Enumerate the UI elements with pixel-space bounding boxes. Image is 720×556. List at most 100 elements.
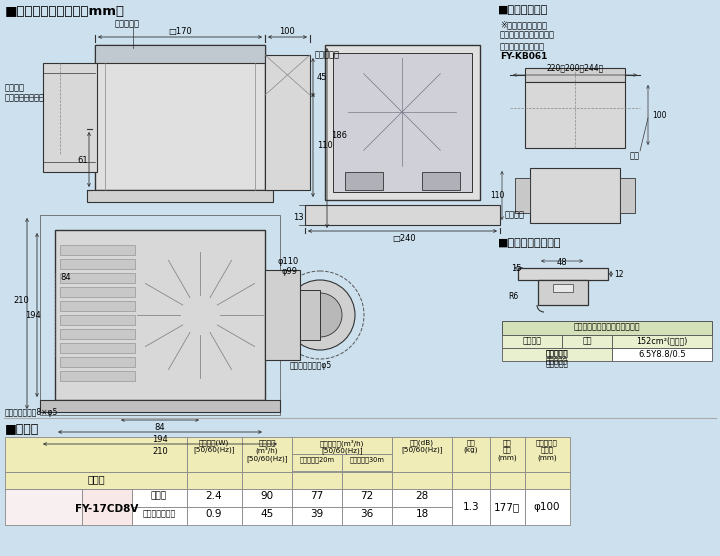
Circle shape — [567, 187, 583, 203]
Bar — [187, 507, 242, 525]
Bar — [452, 472, 490, 489]
Circle shape — [528, 85, 538, 95]
Bar — [562, 335, 612, 348]
Bar — [187, 489, 242, 507]
Text: □170: □170 — [168, 27, 192, 36]
Bar — [60, 357, 135, 367]
Text: ■吹り金具位置: ■吹り金具位置 — [498, 5, 548, 15]
Text: 77: 77 — [310, 491, 323, 501]
Text: シャッター: シャッター — [315, 50, 340, 59]
Text: 13: 13 — [293, 213, 304, 222]
Text: ルーバー: ルーバー — [505, 211, 525, 220]
Bar — [490, 472, 525, 489]
Bar — [5, 489, 82, 525]
Text: 埋込
寸法
(mm): 埋込 寸法 (mm) — [498, 439, 517, 461]
Bar — [60, 343, 135, 353]
Text: 194: 194 — [25, 310, 41, 320]
Bar — [333, 53, 472, 192]
Text: 0.9: 0.9 — [206, 509, 222, 519]
Circle shape — [192, 307, 208, 323]
Text: 吹り金具（別売品）: 吹り金具（別売品） — [500, 42, 545, 51]
Text: 110: 110 — [490, 191, 505, 200]
Text: 直管相当長30m: 直管相当長30m — [350, 456, 384, 463]
Text: 152cm²(出荷時): 152cm²(出荷時) — [636, 336, 688, 345]
Bar — [60, 315, 135, 325]
Circle shape — [130, 245, 270, 385]
Circle shape — [298, 293, 342, 337]
Circle shape — [285, 280, 355, 350]
Bar — [553, 284, 573, 292]
Bar — [305, 205, 500, 225]
Text: 1.3: 1.3 — [463, 502, 480, 512]
Circle shape — [612, 85, 622, 95]
Bar — [525, 82, 625, 148]
Bar — [502, 348, 612, 361]
Bar — [422, 172, 460, 190]
Text: ルーバー開口面積とマンセル値: ルーバー開口面積とマンセル値 — [574, 322, 640, 331]
Bar — [490, 489, 525, 525]
Bar — [60, 245, 135, 255]
Text: ■外形寸法図（単位：mm）: ■外形寸法図（単位：mm） — [5, 5, 125, 18]
Text: φ100: φ100 — [534, 502, 560, 512]
Bar — [292, 437, 392, 454]
Bar — [292, 489, 342, 507]
Bar — [132, 507, 187, 525]
Text: 48: 48 — [557, 258, 567, 267]
Bar — [60, 273, 135, 283]
Text: 84: 84 — [60, 273, 71, 282]
Bar — [292, 507, 342, 525]
Bar — [325, 45, 480, 200]
Bar — [242, 437, 292, 472]
Text: 消費電力(W)
[50/60(Hz)]: 消費電力(W) [50/60(Hz)] — [193, 439, 235, 453]
Text: 適用パイプ
呼び径
(mm): 適用パイプ 呼び径 (mm) — [536, 439, 558, 461]
Text: 177角: 177角 — [494, 502, 520, 512]
Bar — [392, 472, 452, 489]
Bar — [5, 472, 187, 489]
Circle shape — [345, 55, 459, 169]
Bar — [612, 335, 712, 348]
Bar — [490, 437, 525, 472]
Text: 取付穴（薄肉）8×φ5: 取付穴（薄肉）8×φ5 — [5, 408, 58, 417]
Bar — [342, 489, 392, 507]
Text: 有効換気量(m³/h)
[50/60(Hz)]: 有効換気量(m³/h) [50/60(Hz)] — [320, 439, 364, 454]
Text: 騒音(dB)
[50/60(Hz)]: 騒音(dB) [50/60(Hz)] — [401, 439, 443, 453]
Text: 72: 72 — [361, 491, 374, 501]
Bar — [342, 472, 392, 489]
Bar — [242, 472, 292, 489]
Text: 品　番: 品 番 — [87, 474, 105, 484]
Text: 直管相当長20m: 直管相当長20m — [300, 456, 335, 463]
Bar — [392, 437, 452, 472]
Bar — [525, 472, 570, 489]
Text: 取り付けが可能です。: 取り付けが可能です。 — [500, 30, 555, 39]
Text: 速結端子: 速結端子 — [5, 83, 25, 92]
Bar — [292, 454, 342, 471]
Bar — [132, 489, 187, 507]
Text: 排・強: 排・強 — [151, 491, 167, 500]
Text: 220（200～244）: 220（200～244） — [546, 63, 603, 72]
Bar — [342, 472, 392, 489]
Text: 2.4: 2.4 — [206, 491, 222, 501]
Text: 194: 194 — [152, 435, 168, 444]
Circle shape — [182, 297, 218, 333]
Text: 45: 45 — [261, 509, 274, 519]
Text: 39: 39 — [310, 509, 323, 519]
Bar — [525, 68, 625, 82]
Bar — [300, 290, 320, 340]
Text: 12: 12 — [614, 270, 624, 279]
Bar — [43, 63, 97, 172]
Bar — [292, 472, 342, 489]
Bar — [530, 168, 620, 223]
Text: φ110: φ110 — [278, 257, 300, 266]
Bar — [55, 230, 265, 400]
Bar — [502, 321, 712, 335]
Bar — [265, 55, 310, 190]
Text: 質量
(kg): 質量 (kg) — [464, 439, 478, 453]
Bar — [620, 178, 635, 213]
Bar — [452, 489, 490, 525]
Text: R6: R6 — [508, 292, 518, 301]
Bar — [452, 472, 490, 489]
Text: 45: 45 — [317, 72, 328, 82]
Circle shape — [377, 87, 427, 137]
Bar — [525, 489, 570, 525]
Bar — [518, 268, 608, 280]
